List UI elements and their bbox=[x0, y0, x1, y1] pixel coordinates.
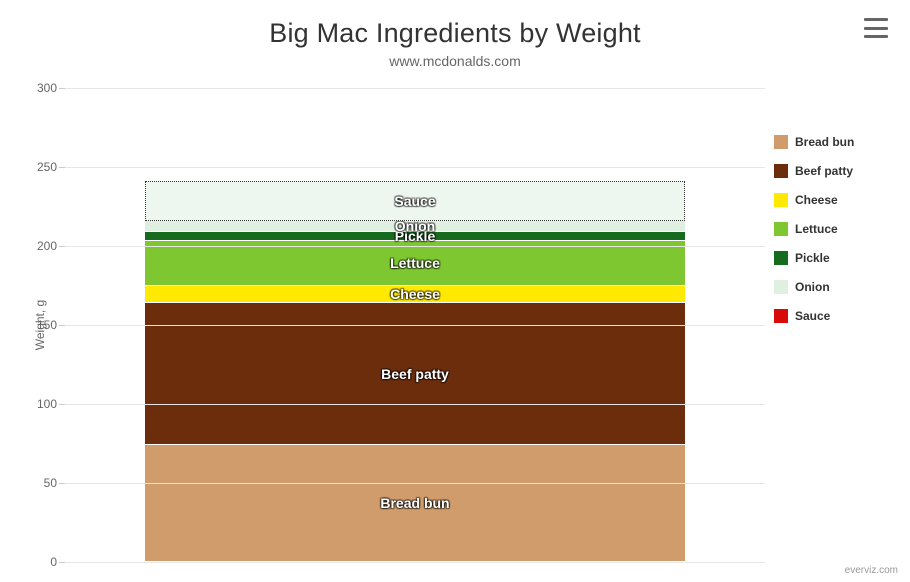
y-tick-mark bbox=[59, 88, 65, 89]
legend-swatch bbox=[774, 309, 788, 323]
y-tick-label: 150 bbox=[25, 318, 57, 332]
chart-title: Big Mac Ingredients by Weight bbox=[0, 18, 910, 49]
segment-sauce[interactable]: Sauce bbox=[145, 181, 685, 221]
segment-label: Beef patty bbox=[381, 366, 449, 382]
legend-item-onion[interactable]: Onion bbox=[774, 280, 886, 294]
segment-label: Bread bun bbox=[380, 495, 449, 511]
legend-label: Beef patty bbox=[795, 164, 853, 178]
y-tick-mark bbox=[59, 483, 65, 484]
chart-header: Big Mac Ingredients by Weight www.mcdona… bbox=[0, 0, 910, 69]
y-tick-mark bbox=[59, 167, 65, 168]
chart-subtitle: www.mcdonalds.com bbox=[0, 53, 910, 69]
y-tick-label: 100 bbox=[25, 397, 57, 411]
plot-area: Weight, g Bread bunBeef pattyCheeseLettu… bbox=[65, 88, 765, 562]
segment-label: Lettuce bbox=[390, 255, 440, 271]
legend-swatch bbox=[774, 193, 788, 207]
segment-pickle[interactable]: Pickle bbox=[145, 232, 685, 241]
legend-swatch bbox=[774, 280, 788, 294]
y-tick-label: 250 bbox=[25, 160, 57, 174]
legend-swatch bbox=[774, 222, 788, 236]
legend-item-bread-bun[interactable]: Bread bun bbox=[774, 135, 886, 149]
legend-label: Onion bbox=[795, 280, 830, 294]
legend-swatch bbox=[774, 251, 788, 265]
y-tick-mark bbox=[59, 325, 65, 326]
grid-line bbox=[65, 404, 765, 405]
credit-label: everviz.com bbox=[845, 565, 898, 576]
legend-swatch bbox=[774, 135, 788, 149]
legend-item-cheese[interactable]: Cheese bbox=[774, 193, 886, 207]
legend-label: Bread bun bbox=[795, 135, 854, 149]
y-tick-mark bbox=[59, 246, 65, 247]
legend-label: Cheese bbox=[795, 193, 838, 207]
legend-item-pickle[interactable]: Pickle bbox=[774, 251, 886, 265]
grid-line bbox=[65, 246, 765, 247]
grid-line bbox=[65, 167, 765, 168]
legend-item-sauce[interactable]: Sauce bbox=[774, 309, 886, 323]
grid-line bbox=[65, 483, 765, 484]
legend-item-beef-patty[interactable]: Beef patty bbox=[774, 164, 886, 178]
segment-cheese[interactable]: Cheese bbox=[145, 286, 685, 303]
y-tick-label: 300 bbox=[25, 81, 57, 95]
y-tick-mark bbox=[59, 404, 65, 405]
grid-line bbox=[65, 325, 765, 326]
y-tick-mark bbox=[59, 562, 65, 563]
y-tick-label: 0 bbox=[25, 555, 57, 569]
chart-menu-button[interactable] bbox=[864, 18, 888, 38]
segment-onion[interactable]: Onion bbox=[145, 221, 685, 232]
legend-swatch bbox=[774, 164, 788, 178]
segment-lettuce[interactable]: Lettuce bbox=[145, 241, 685, 285]
legend-item-lettuce[interactable]: Lettuce bbox=[774, 222, 886, 236]
grid-line bbox=[65, 562, 765, 563]
y-tick-label: 200 bbox=[25, 239, 57, 253]
legend-label: Lettuce bbox=[795, 222, 838, 236]
legend-label: Pickle bbox=[795, 251, 830, 265]
segment-bread-bun[interactable]: Bread bun bbox=[145, 445, 685, 562]
legend: Bread bun Beef patty Cheese Lettuce Pickle On… bbox=[774, 135, 886, 338]
legend-label: Sauce bbox=[795, 309, 830, 323]
y-tick-label: 50 bbox=[25, 476, 57, 490]
grid-line bbox=[65, 88, 765, 89]
segment-label: Cheese bbox=[390, 286, 440, 302]
segment-label: Sauce bbox=[394, 193, 435, 209]
